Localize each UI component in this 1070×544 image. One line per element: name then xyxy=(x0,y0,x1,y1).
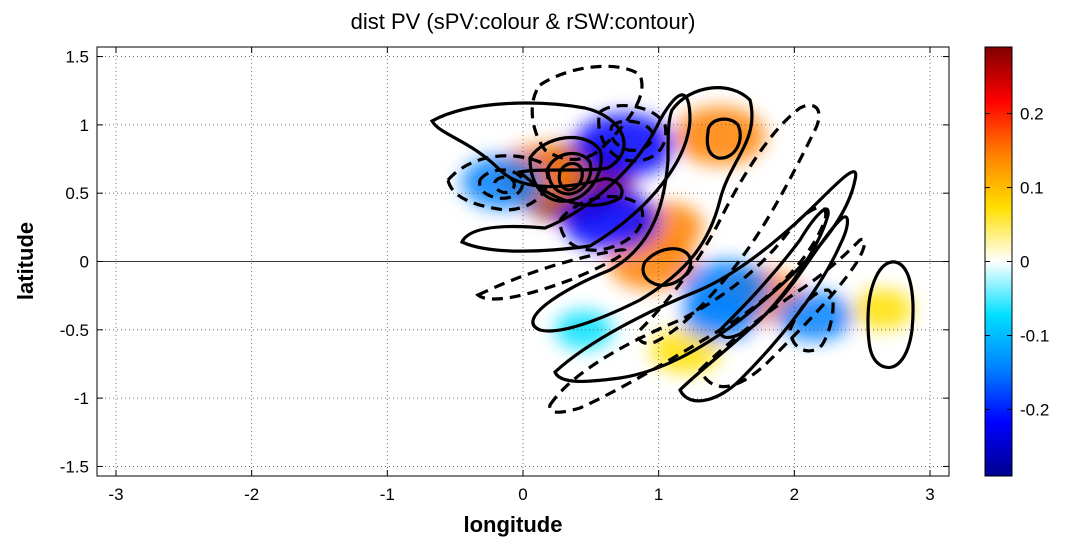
contour-positive xyxy=(429,101,626,207)
colorbar-tick-label: -0.1 xyxy=(1020,326,1049,345)
contour-positive xyxy=(866,260,915,370)
colour-field-blob xyxy=(681,291,758,341)
contour-negative xyxy=(609,119,654,152)
y-tick-label: -1.5 xyxy=(60,457,89,476)
contour-positive xyxy=(641,247,693,287)
colorbar-tick-label: 0.1 xyxy=(1020,179,1044,198)
contour-negative xyxy=(597,104,668,163)
x-tick-label: 1 xyxy=(654,485,663,504)
colorbar-tick-label: -0.2 xyxy=(1020,400,1049,419)
contour-negative xyxy=(475,248,627,301)
colorbar-ticks: -0.2 -0.1 0 0.1 0.2 xyxy=(985,105,1049,419)
contour-negative xyxy=(446,154,550,212)
y-ticks: -1.5 -1 -0.5 0 0.5 1 1.5 xyxy=(60,48,949,476)
contour-negative xyxy=(637,103,821,345)
contour-negative xyxy=(493,175,516,195)
colorbar-tick-label: 0 xyxy=(1020,253,1029,272)
y-tick-label: 1 xyxy=(80,116,89,135)
contour-negative xyxy=(698,237,867,389)
x-tick-label: -2 xyxy=(244,485,259,504)
colour-field-blob xyxy=(294,374,344,408)
contour-positive xyxy=(546,151,593,196)
y-tick-label: 0.5 xyxy=(65,184,89,203)
y-tick-label: -0.5 xyxy=(60,321,89,340)
contour-positive xyxy=(557,161,584,192)
contour-negative xyxy=(478,168,525,200)
y-tick-label: -1 xyxy=(74,389,89,408)
y-tick-label: 0 xyxy=(80,253,89,272)
x-tick-label: 3 xyxy=(925,485,934,504)
contour-negative xyxy=(788,288,835,353)
contour-lines xyxy=(429,64,915,414)
contour-negative xyxy=(558,195,645,252)
x-tick-label: 2 xyxy=(790,485,799,504)
chart-title: dist PV (sPV:colour & rSW:contour) xyxy=(351,9,696,34)
colour-field-blob xyxy=(852,289,914,330)
contour-negative xyxy=(548,206,828,414)
colorbar-tick-label: 0.2 xyxy=(1020,105,1044,124)
x-tick-label: 0 xyxy=(518,485,527,504)
y-tick-label: 1.5 xyxy=(65,48,89,67)
contour-positive xyxy=(553,170,858,384)
y-axis-label: latitude xyxy=(13,222,38,300)
x-ticks: -3 -2 -1 0 1 2 3 xyxy=(108,47,935,504)
plot-area: -3 -2 -1 0 1 2 3 -1.5 -1 -0.5 0 0.5 1 1.5 xyxy=(60,46,950,504)
x-tick-label: -1 xyxy=(380,485,395,504)
contour-positive xyxy=(705,117,742,160)
contour-positive xyxy=(718,207,830,339)
x-axis-label: longitude xyxy=(464,512,563,537)
colorbar: -0.2 -0.1 0 0.1 0.2 xyxy=(984,46,1049,477)
x-tick-label: -3 xyxy=(108,485,123,504)
contour-positive xyxy=(531,86,754,333)
